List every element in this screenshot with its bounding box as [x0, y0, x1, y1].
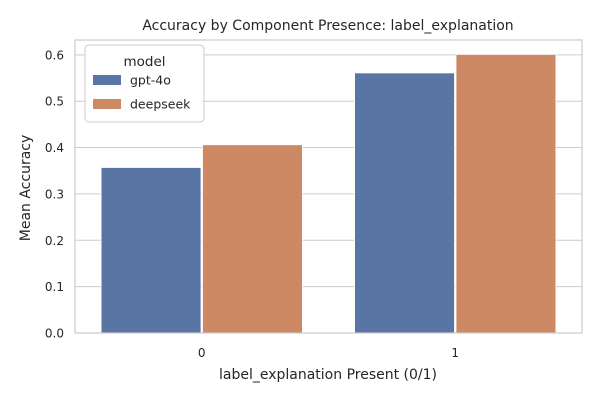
legend-swatch — [93, 75, 121, 85]
y-tick-label: 0.5 — [45, 95, 64, 109]
bar — [202, 144, 303, 334]
plot-border — [74, 39, 583, 334]
legend-entry: gpt-4o — [130, 73, 171, 88]
x-tick-label: 0 — [198, 346, 206, 360]
bar — [354, 72, 455, 334]
legend-entry: deepseek — [130, 97, 191, 112]
plot-frame — [74, 39, 583, 334]
y-axis-label: Mean Accuracy — [18, 135, 34, 242]
bar — [100, 167, 202, 334]
x-tick-label: 1 — [451, 346, 459, 360]
y-tick-label: 0.1 — [45, 280, 64, 294]
legend: model gpt-4o deepseek — [84, 44, 205, 123]
legend-swatch — [93, 99, 121, 109]
y-tick-label: 0.3 — [45, 187, 64, 201]
y-tick-labels: 0.0 0.1 0.2 0.3 0.4 0.5 0.6 — [45, 48, 64, 340]
y-tick-label: 0.0 — [45, 327, 64, 341]
bar — [455, 53, 557, 334]
legend-title: model — [123, 54, 165, 70]
x-axis-label: label_explanation Present (0/1) — [219, 367, 437, 383]
y-tick-label: 0.6 — [45, 48, 64, 62]
y-tick-label: 0.4 — [45, 141, 64, 155]
y-tick-label: 0.2 — [45, 234, 64, 248]
chart-title: Accuracy by Component Presence: label_ex… — [142, 18, 513, 34]
